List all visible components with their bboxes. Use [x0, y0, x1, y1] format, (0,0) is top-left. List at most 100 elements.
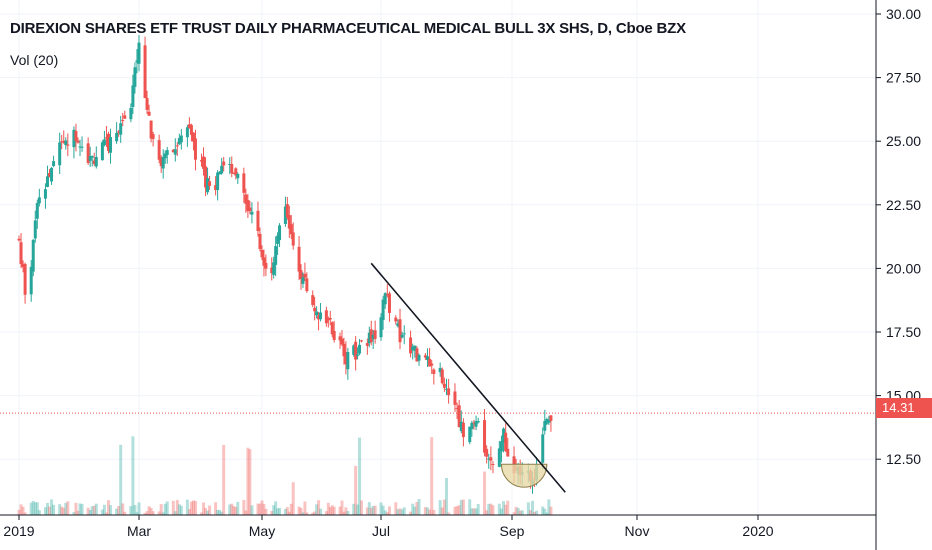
volume-bar — [232, 506, 236, 515]
volume-bar — [541, 506, 545, 515]
volume-bar — [297, 506, 301, 515]
volume-bar — [344, 507, 348, 515]
candle-body — [394, 317, 398, 322]
volume-bar — [161, 512, 165, 515]
candle-body — [72, 129, 76, 148]
volume-bar — [276, 508, 280, 515]
volume-bar — [206, 510, 210, 515]
volume-bar — [117, 505, 121, 515]
candle-body — [303, 273, 307, 278]
volume-bar — [244, 510, 248, 515]
volume-bar — [256, 503, 260, 515]
candle-body — [423, 355, 427, 358]
volume-bar — [157, 511, 161, 515]
candle-body — [287, 215, 291, 229]
volume-bar — [342, 511, 346, 515]
candle-body — [474, 421, 478, 427]
candle-body — [425, 356, 429, 360]
volume-bar — [311, 512, 315, 515]
candle-body — [31, 239, 35, 272]
candle-body — [33, 220, 37, 239]
candle-body — [228, 163, 232, 165]
volume-bar — [313, 511, 317, 515]
volume-bar — [129, 506, 133, 515]
candle-body — [489, 457, 493, 461]
candle-body — [442, 383, 446, 388]
volume-bar — [394, 502, 398, 515]
volume-bar — [385, 512, 389, 515]
candle-body — [411, 346, 415, 351]
volume-bar — [64, 502, 68, 515]
volume-bar — [354, 465, 358, 515]
candle-body — [260, 249, 264, 258]
volume-bar — [396, 509, 400, 515]
candle-body — [100, 142, 104, 161]
candle-body — [165, 150, 169, 156]
candle-body — [64, 140, 68, 146]
volume-bar — [379, 502, 383, 515]
volume-bar — [483, 471, 487, 515]
volume-bar — [104, 512, 108, 515]
candle-body — [413, 345, 417, 351]
candle-body — [278, 225, 282, 241]
volume-bar — [472, 508, 476, 515]
chart-title: DIREXION SHARES ETF TRUST DAILY PHARMACE… — [10, 20, 686, 37]
volume-bar — [272, 505, 276, 515]
volume-bar — [115, 508, 119, 515]
volume-bar — [37, 510, 41, 515]
candle-body — [359, 340, 363, 342]
volume-bar — [109, 505, 113, 515]
candle-body — [455, 408, 459, 410]
volume-bar — [358, 437, 362, 515]
candle-body — [147, 111, 151, 116]
candle-body — [438, 367, 442, 373]
volume-bar — [29, 502, 33, 515]
volume-bar — [179, 505, 183, 515]
volume-bar — [94, 503, 98, 515]
candle-body — [415, 348, 419, 362]
volume-bar — [528, 510, 532, 515]
volume-bar — [514, 506, 518, 515]
volume-bar — [17, 509, 21, 515]
x-tick-label: Jul — [372, 523, 390, 539]
candle-body — [483, 420, 487, 453]
volume-bar — [461, 499, 465, 515]
candle-body — [145, 98, 149, 110]
candle-body — [204, 166, 208, 188]
candle-body — [191, 132, 195, 142]
volume-bar — [328, 507, 332, 515]
candle-body — [289, 224, 293, 235]
volume-bar — [175, 499, 179, 515]
candle-body — [504, 432, 508, 451]
y-tick-label: 22.50 — [886, 197, 921, 213]
candle-body — [264, 262, 268, 269]
candle-body — [472, 422, 476, 424]
volume-bar — [487, 503, 491, 515]
volume-bar — [317, 500, 321, 515]
candle-body — [457, 405, 461, 428]
candle-body — [76, 140, 80, 143]
candle-body — [342, 343, 346, 357]
volume-bar — [88, 509, 92, 515]
volume-bar — [220, 511, 224, 515]
volume-bar — [102, 504, 106, 515]
volume-bar — [216, 509, 220, 515]
candle-body — [135, 60, 139, 63]
volume-bar — [315, 504, 319, 515]
volume-bar — [367, 502, 371, 515]
candle-body — [272, 262, 276, 275]
trendline[interactable] — [370, 262, 566, 493]
volume-bar — [137, 502, 141, 515]
volume-bar — [135, 512, 139, 515]
volume-bar — [248, 449, 252, 515]
candle-body — [326, 318, 330, 321]
volume-bar — [442, 499, 446, 515]
volume-indicator-label[interactable]: Vol (20) — [10, 52, 59, 68]
volume-bar — [33, 502, 37, 515]
y-tick-label: 25.00 — [886, 133, 921, 149]
candle-body — [502, 428, 506, 443]
candle-body — [330, 322, 334, 335]
candle-body — [387, 293, 391, 313]
candle-body — [383, 293, 387, 305]
